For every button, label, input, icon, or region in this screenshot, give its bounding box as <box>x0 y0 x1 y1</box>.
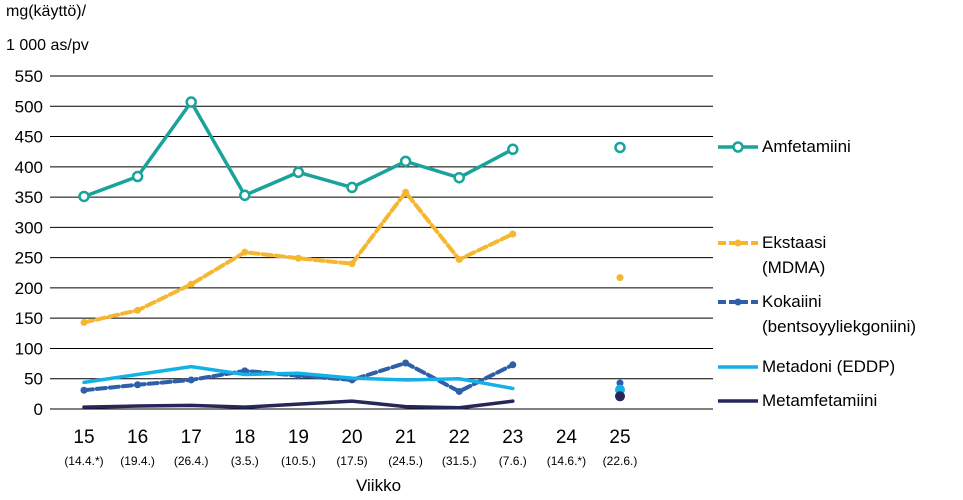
legend-swatch-kokaiini <box>718 298 758 306</box>
x-tick-date-label: (7.6.) <box>499 454 527 468</box>
legend-item-metadoni-eddp: Metadoni (EDDP) <box>718 354 895 379</box>
amfetamiini-point <box>399 155 412 168</box>
ekstaasi-point <box>80 318 88 326</box>
metamfetamiini-point <box>615 391 625 402</box>
metadoni-eddp-line <box>82 364 515 391</box>
y-tick-label: 150 <box>15 309 43 328</box>
kokaiini-point <box>509 361 517 369</box>
legend-swatch-metamfetamiini <box>718 399 758 403</box>
amfetamiini-point <box>453 171 465 184</box>
y-tick-label: 50 <box>24 370 43 389</box>
legend-label-ekstaasi: Ekstaasi (MDMA) <box>762 233 827 277</box>
x-tick-date-label: (26.4.) <box>174 454 209 468</box>
ekstaasi-point <box>402 188 410 196</box>
y-axis-label-line2: 1 000 as/pv <box>6 37 89 54</box>
legend-swatch-ekstaasi <box>718 239 758 247</box>
amfetamiini-line <box>82 100 515 199</box>
y-tick-label: 350 <box>15 188 43 207</box>
kokaiini-point <box>455 387 463 395</box>
x-tick-date-label: (14.6.*) <box>547 454 586 468</box>
ekstaasi-point <box>241 248 249 256</box>
legend-swatch-amfetamiini <box>718 141 758 153</box>
x-tick-date-label: (24.5.) <box>388 454 423 468</box>
legend-label-amfetamiini: Amfetamiini <box>762 137 851 156</box>
y-tick-label: 300 <box>15 218 43 237</box>
ekstaasi-point <box>348 260 356 268</box>
y-tick-label: 550 <box>15 67 43 86</box>
amfetamiini-point <box>507 143 519 156</box>
amfetamiini-point <box>131 170 144 183</box>
amfetamiini-point <box>292 166 305 179</box>
y-tick-label: 500 <box>15 97 43 116</box>
x-tick-label: 19 <box>288 427 309 448</box>
ekstaasi-point <box>294 254 302 262</box>
x-tick-date-label: (31.5.) <box>442 454 477 468</box>
y-tick-label: 0 <box>34 400 43 419</box>
legend-item-amfetamiini: Amfetamiini <box>718 134 851 159</box>
ekstaasi-point <box>187 280 195 288</box>
x-tick-label: 18 <box>234 427 255 448</box>
x-tick-date-label: (17.5) <box>336 454 367 468</box>
y-tick-label: 450 <box>15 128 43 147</box>
x-tick-label: 24 <box>556 427 578 448</box>
ekstaasi-point <box>509 230 517 238</box>
legend-label-kokaiini: Kokaiini (bentsoyyliekgoniini) <box>762 292 917 336</box>
legend-item-ekstaasi: Ekstaasi (MDMA) <box>718 230 826 280</box>
kokaiini-point <box>402 359 410 367</box>
amfetamiini-point <box>239 189 251 202</box>
x-tick-label: 16 <box>127 427 148 448</box>
y-tick-label: 200 <box>15 279 43 298</box>
x-tick-label: 17 <box>181 427 202 448</box>
legend-item-kokaiini: Kokaiini (bentsoyyliekgoniini) <box>718 289 916 339</box>
ekstaasi-point <box>455 255 463 263</box>
legend-item-metamfetamiini: Metamfetamiini <box>718 388 877 413</box>
y-tick-label: 400 <box>15 158 43 177</box>
x-tick-label: 25 <box>609 427 630 448</box>
kokaiini-point <box>616 379 624 387</box>
kokaiini-point <box>80 386 88 394</box>
y-tick-label: 250 <box>15 249 43 268</box>
metamfetamiini-line <box>82 399 515 410</box>
kokaiini-point <box>134 381 142 389</box>
x-tick-label: 21 <box>395 427 416 448</box>
y-tick-label: 100 <box>15 339 43 358</box>
kokaiini-point <box>187 376 195 384</box>
x-tick-date-label: (14.4.*) <box>64 454 103 468</box>
x-tick-label: 23 <box>502 427 523 448</box>
x-tick-date-label: (10.5.) <box>281 454 316 468</box>
x-tick-label: 22 <box>449 427 470 448</box>
ekstaasi-point <box>134 306 142 314</box>
ekstaasi-point <box>616 274 624 282</box>
x-tick-label: 20 <box>341 427 362 448</box>
legend-swatch-metadoni-eddp <box>718 365 758 369</box>
x-tick-date-label: (22.6.) <box>603 454 638 468</box>
x-tick-label: 15 <box>73 427 94 448</box>
x-axis-label: Viikko <box>356 476 402 495</box>
legend-label-metadoni-eddp: Metadoni (EDDP) <box>762 357 896 376</box>
amfetamiini-point <box>614 141 626 154</box>
amfetamiini-point <box>78 190 90 203</box>
amfetamiini-point <box>185 96 197 108</box>
x-tick-date-label: (3.5.) <box>231 454 259 468</box>
y-axis-label-line1: mg(käyttö)/ <box>6 3 87 20</box>
x-tick-date-label: (19.4.) <box>120 454 155 468</box>
amfetamiini-point <box>346 181 358 194</box>
legend-label-metamfetamiini: Metamfetamiini <box>762 391 878 410</box>
